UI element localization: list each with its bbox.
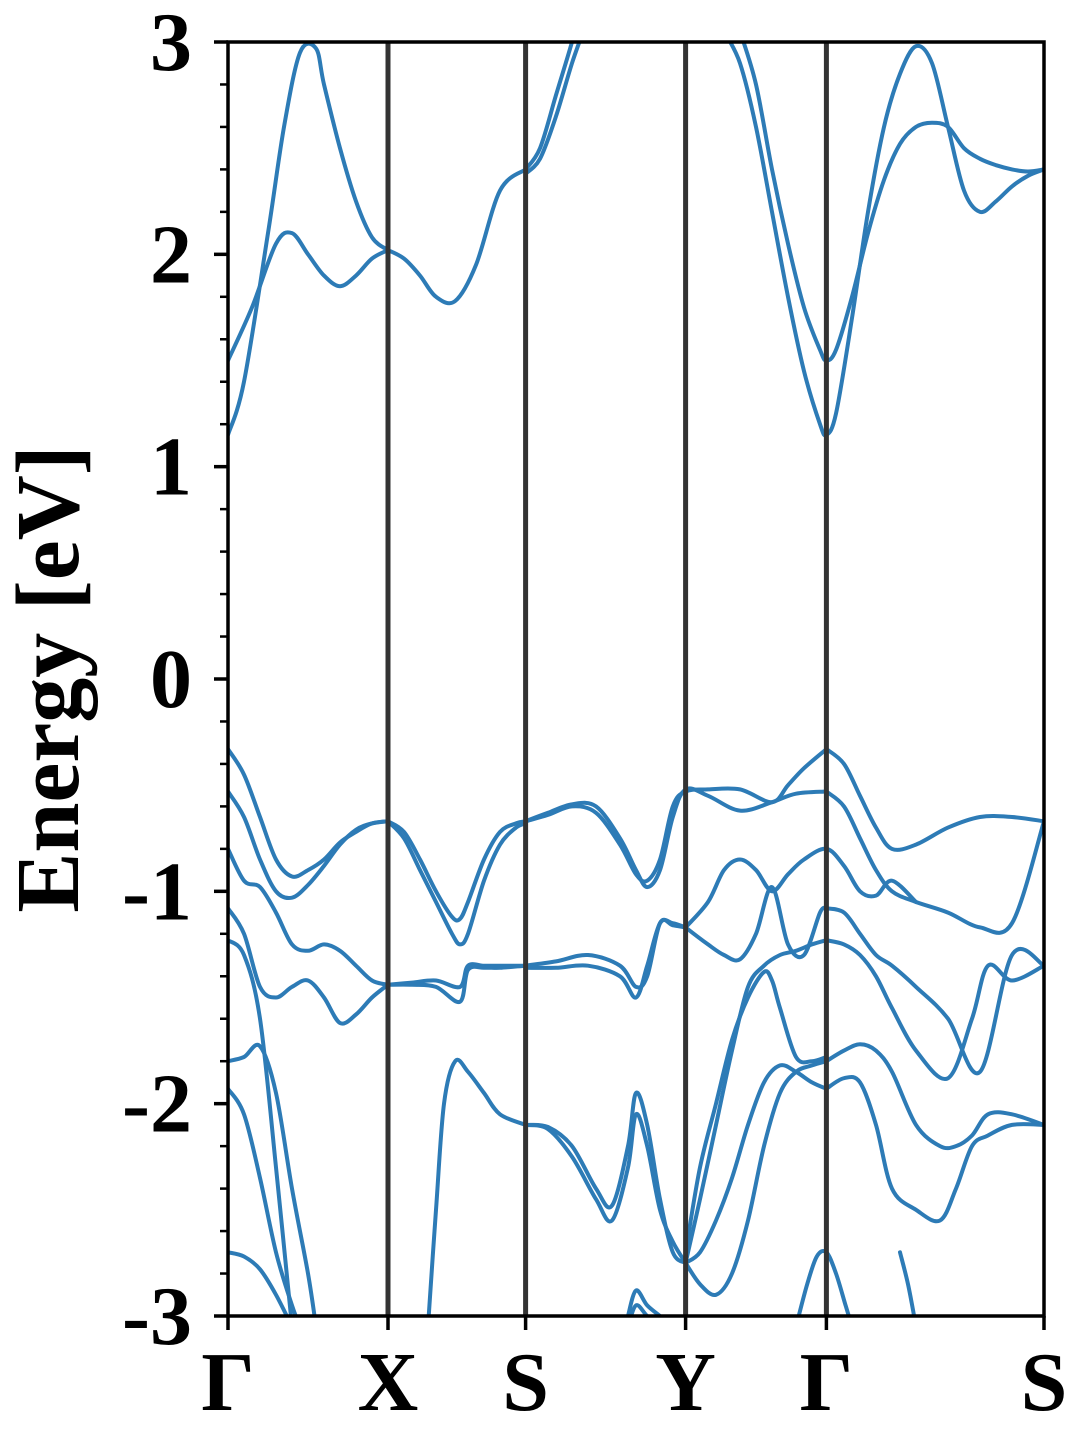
plot-frame xyxy=(226,40,1046,1318)
band-line-20 xyxy=(523,917,688,990)
band-line-33 xyxy=(683,938,829,1265)
y-tick-label: -3 xyxy=(122,1270,192,1363)
band-line-5 xyxy=(523,42,582,176)
y-tick-label: 3 xyxy=(150,0,192,89)
band-line-13 xyxy=(523,786,829,890)
band-line-21 xyxy=(523,917,688,1000)
y-tick-label: -1 xyxy=(122,845,192,938)
band-line-9 xyxy=(228,789,390,901)
high-symmetry-lines xyxy=(385,42,829,1316)
band-line-23 xyxy=(683,885,829,963)
band-line-10 xyxy=(386,819,528,923)
y-tick-label: 1 xyxy=(150,421,192,514)
band-line-1 xyxy=(228,42,390,437)
band-line-27 xyxy=(228,1086,298,1316)
band-line-39 xyxy=(626,1288,664,1316)
band-line-16 xyxy=(228,846,390,987)
band-line-38 xyxy=(824,1074,1044,1224)
x-tick-label: Y xyxy=(655,1336,716,1429)
band-line-29 xyxy=(228,1250,290,1316)
band-line-32 xyxy=(523,1090,688,1265)
y-tick-label: -2 xyxy=(122,1058,192,1151)
band-line-42 xyxy=(898,1250,917,1316)
band-line-35 xyxy=(683,1063,829,1265)
x-tick-label: X xyxy=(358,1336,419,1429)
band-line-31 xyxy=(523,1111,688,1265)
band-line-2 xyxy=(228,230,390,363)
y-axis-ticks: -3 -2 -1 0 1 2 3 xyxy=(122,0,228,1363)
x-tick-label: Γ xyxy=(201,1336,254,1429)
band-line-4 xyxy=(523,42,575,172)
band-line-3 xyxy=(386,167,528,306)
band-lines xyxy=(228,42,1044,1316)
y-axis-label: Energy [eV] xyxy=(0,445,98,912)
band-line-37 xyxy=(824,1042,1044,1151)
band-line-12 xyxy=(523,747,829,884)
x-tick-label: S xyxy=(1021,1336,1068,1429)
y-tick-label: 0 xyxy=(150,633,192,726)
band-line-19 xyxy=(386,963,528,1004)
band-line-6 xyxy=(727,42,1044,438)
band-line-36 xyxy=(683,1059,829,1298)
axes-frame xyxy=(226,40,1046,1318)
band-line-26 xyxy=(228,1042,317,1316)
band-line-7 xyxy=(741,42,1044,363)
y-tick-label: 2 xyxy=(150,208,192,301)
band-line-34 xyxy=(683,969,829,1255)
band-line-24 xyxy=(824,906,1044,1076)
band-line-11 xyxy=(386,819,528,947)
band-line-14 xyxy=(824,747,1044,852)
band-line-25 xyxy=(824,938,1044,1081)
band-line-15 xyxy=(824,789,1044,935)
band-line-17 xyxy=(228,906,390,1026)
band-line-30 xyxy=(426,1057,528,1316)
band-line-28 xyxy=(228,938,293,1316)
band-line-22 xyxy=(683,846,918,930)
band-line-8 xyxy=(228,747,390,879)
x-tick-label: Γ xyxy=(800,1336,853,1429)
x-tick-label: S xyxy=(502,1336,549,1429)
